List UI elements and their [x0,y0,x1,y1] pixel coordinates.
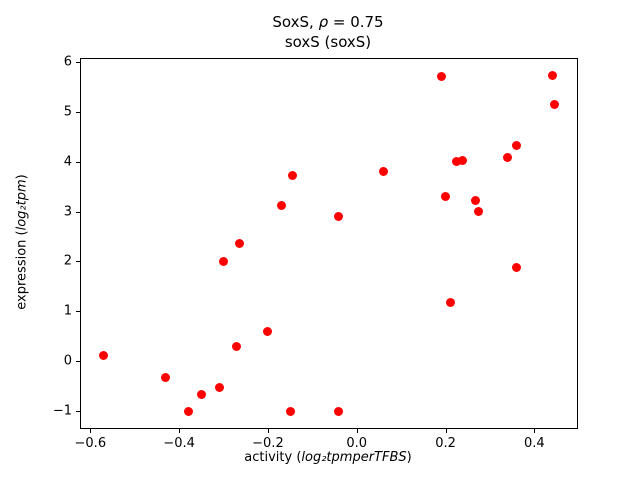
data-point [219,256,229,266]
data-point [334,406,344,416]
x-tick-label: −0.2 [252,436,284,451]
data-point [457,156,467,166]
x-tick-mark [356,429,358,433]
title-prefix: SoxS, [272,13,319,31]
x-axis-label: activity (log₂tpmperTFBS) [80,450,576,465]
x-tick-label: 0.0 [346,436,368,451]
data-point [183,406,193,416]
plot-area: −0.6 −0.4 −0.2 0.0 0.2 0.4 −1 0 1 2 3 4 5 6 [53,54,578,451]
x-tick-mark [90,429,92,433]
data-point [99,350,109,360]
title-rho-symbol: ρ [318,13,329,31]
y-tick-mark [76,161,80,163]
data-point [287,171,297,181]
y-tick-mark [76,361,80,363]
title-correlation-value: = 0.75 [328,13,384,31]
y-tick-label: −1 [52,403,72,419]
data-point [378,167,388,177]
x-axis-label-prefix: activity ( [244,450,302,465]
data-point [436,72,446,82]
y-axis-label-text: expression (log₂tpm) [15,174,30,309]
x-tick-label: 0.2 [435,436,456,451]
data-point [263,326,273,336]
y-tick-mark [76,111,80,113]
y-tick-label: 1 [63,303,72,319]
x-axis-label-math: log₂tpmperTFBS [301,450,407,465]
x-tick-mark [267,429,269,433]
y-tick-mark [76,411,80,413]
data-point [471,196,481,206]
y-tick-label: 3 [63,204,72,220]
data-point [474,207,484,217]
y-tick-label: 4 [63,154,72,170]
data-point [285,406,295,416]
y-axis-label-suffix: ) [14,174,30,180]
y-axis-label-prefix: expression ( [14,230,30,310]
x-tick-mark [179,429,181,433]
data-point [232,341,242,351]
data-point [512,140,522,150]
y-tick-label: 0 [63,353,72,369]
data-point [234,239,244,249]
data-point [512,262,522,272]
data-point [276,200,286,210]
x-tick-label: −0.6 [74,436,107,451]
data-point [334,212,344,222]
chart-title-line1: SoxS, ρ = 0.75 [80,12,576,32]
data-point [196,390,206,400]
y-tick-mark [76,311,80,313]
chart-subtitle: soxS (soxS) [284,33,372,51]
data-point [452,157,462,167]
y-tick-mark [76,261,80,263]
x-tick-label: −0.4 [163,436,195,451]
x-tick-mark [534,429,536,433]
x-tick-label: 0.4 [524,436,545,451]
chart-title: SoxS, ρ = 0.75 soxS (soxS) [80,12,576,52]
y-tick-mark [76,61,80,63]
x-tick-mark [445,429,447,433]
data-point [503,153,513,163]
data-point [214,382,224,392]
y-axis-label-math: log₂tpm [14,179,30,231]
y-tick-mark [76,211,80,213]
data-point [445,297,455,307]
data-point [161,373,171,383]
x-axis-label-suffix: ) [406,450,412,465]
y-tick-label: 5 [63,104,72,120]
data-point [549,99,559,109]
data-point [547,71,557,81]
y-tick-label: 2 [63,253,72,269]
data-point [441,192,451,202]
y-tick-label: 6 [63,54,72,70]
